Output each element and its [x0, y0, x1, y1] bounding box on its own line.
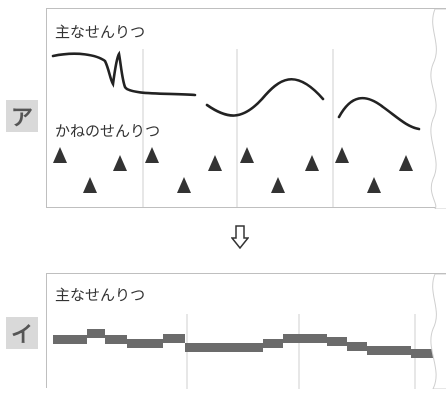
- main-melody-label: 主なせんりつ: [55, 23, 146, 41]
- main-melody-curve-1: [51, 50, 197, 97]
- panel-a: 主なせんりつ かねのせんりつ: [46, 8, 446, 210]
- bell-triangle: [208, 155, 222, 171]
- bell-triangle: [399, 155, 413, 171]
- main-melody-bars: [53, 329, 441, 358]
- main-melody-curve-2: [205, 78, 325, 117]
- bell-triangle: [53, 147, 67, 163]
- bell-triangle: [305, 155, 319, 171]
- torn-edge: [430, 273, 446, 390]
- bell-triangle: [145, 147, 159, 163]
- main-melody-label: 主なせんりつ: [55, 286, 146, 304]
- bell-triangle: [113, 155, 127, 171]
- panel-a-label: ア: [6, 100, 38, 132]
- panel-b: 主なせんりつ: [46, 273, 446, 390]
- bell-triangle: [335, 147, 349, 163]
- bell-triangle: [83, 177, 97, 193]
- panel-b-label: イ: [6, 317, 38, 349]
- torn-edge: [430, 8, 446, 210]
- main-melody-curve-3: [337, 96, 421, 131]
- down-arrow-icon: [230, 225, 250, 253]
- bell-triangle: [367, 177, 381, 193]
- panel-a-graphic: [51, 8, 446, 210]
- bell-melody-label: かねのせんりつ: [55, 122, 161, 140]
- bell-triangle: [177, 177, 191, 193]
- bell-triangle: [271, 177, 285, 193]
- bell-triangle: [240, 147, 254, 163]
- panel-b-graphic: [53, 273, 446, 390]
